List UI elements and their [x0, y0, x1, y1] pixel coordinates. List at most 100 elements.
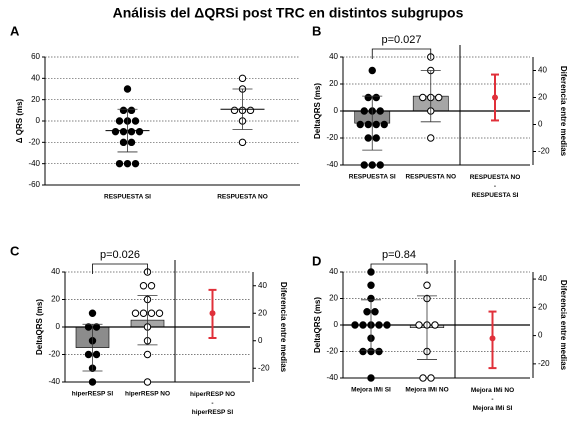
data-point	[371, 308, 379, 316]
x-tick-label: Mejora IMi NO - Mejora IMi SI	[471, 387, 514, 412]
data-point	[143, 378, 152, 386]
y-tick-label: 20	[329, 294, 338, 303]
data-point	[380, 120, 388, 129]
y2-tick-label: 40	[538, 66, 547, 75]
y2-tick-label: -20	[538, 359, 550, 368]
data-point	[230, 106, 239, 115]
y-tick-label: 0	[334, 320, 339, 329]
significance-bracket	[371, 48, 432, 59]
data-point	[359, 347, 367, 356]
data-point	[139, 309, 148, 317]
data-point	[359, 321, 367, 329]
data-point	[419, 374, 427, 382]
data-point	[115, 117, 124, 125]
data-point	[88, 378, 97, 386]
y-tick-label: -40	[48, 377, 60, 386]
data-point	[111, 127, 120, 136]
panel-label: A	[10, 23, 20, 38]
data-point	[131, 159, 140, 168]
x-tick-label: RESPUESTA SI	[104, 194, 151, 201]
x-tick-label: hiperRESP SI	[72, 391, 114, 398]
y-tick-label: -20	[28, 137, 40, 146]
data-point	[375, 347, 383, 356]
data-point	[367, 374, 375, 382]
data-point	[351, 321, 359, 329]
annotation: p=0.84	[382, 249, 416, 261]
y-tick-label: -40	[326, 160, 338, 169]
y-tick-label: 40	[51, 267, 60, 276]
significance-bracket	[92, 263, 148, 274]
label-line: RESPUESTA NO	[470, 174, 521, 181]
y-tick-label: -20	[326, 347, 338, 356]
panel-label: D	[312, 253, 321, 268]
figure-title: Análisis del ΔQRSi post TRC en distintos…	[113, 5, 464, 21]
label-line: RESPUESTA SI	[472, 192, 519, 199]
y-tick-label: 20	[329, 79, 338, 88]
data-point	[383, 321, 391, 329]
data-point	[115, 159, 124, 168]
x-tick-label: RESPUESTA NO	[405, 174, 456, 181]
y-axis-label: Δ QRS (ms)	[15, 98, 24, 143]
data-point	[372, 134, 380, 142]
y2-tick-label: -20	[258, 363, 270, 372]
label-line: hiperRESP NO	[190, 391, 235, 398]
data-point	[435, 93, 443, 102]
data-point	[431, 321, 439, 329]
data-point	[368, 161, 376, 169]
y-axis-label: DeltaQRS (ms)	[313, 83, 322, 139]
label-line: Mejora IMi SI	[473, 405, 513, 412]
data-point	[92, 323, 101, 331]
data-point	[84, 323, 93, 331]
annotation: p=0.026	[100, 249, 140, 261]
data-point	[372, 93, 380, 102]
panel-label: C	[10, 243, 20, 258]
y2-tick-label: 0	[538, 120, 543, 129]
label-line: -	[211, 400, 213, 407]
y-tick-label: 40	[31, 73, 40, 82]
y2-tick-label: 0	[258, 336, 263, 345]
data-point	[363, 308, 371, 316]
y-tick-label: -60	[28, 180, 40, 189]
y-tick-label: 0	[56, 322, 61, 331]
y-tick-label: -20	[326, 133, 338, 142]
y-tick-label: 0	[334, 106, 339, 115]
difference-point	[489, 335, 496, 342]
y2-tick-label: 40	[258, 281, 267, 290]
data-point	[84, 350, 93, 359]
y-tick-label: 60	[31, 52, 40, 61]
x-tick-label: Mejora IMi NO	[405, 387, 448, 394]
x-tick-label: RESPUESTA NO - RESPUESTA SI	[470, 174, 521, 199]
significance-bracket	[370, 263, 428, 274]
data-point	[143, 350, 152, 359]
data-point	[127, 127, 136, 136]
y2-tick-label: 20	[258, 308, 267, 317]
data-point	[364, 120, 372, 129]
data-point	[419, 93, 427, 102]
y-tick-label: 20	[31, 95, 40, 104]
data-point	[238, 138, 247, 147]
data-point	[368, 66, 376, 75]
data-point	[155, 309, 164, 317]
y-tick-label: 40	[329, 267, 338, 276]
data-point	[427, 374, 435, 382]
data-point	[356, 120, 364, 129]
y2-tick-label: 20	[538, 93, 547, 102]
data-point	[367, 281, 375, 289]
label-line: Mejora IMi NO	[471, 387, 514, 394]
y2-axis-label: Diferencia entre medias	[279, 282, 288, 373]
y2-tick-label: 0	[538, 331, 543, 340]
x-tick-label: hiperRESP NO - hiperRESP SI	[190, 391, 235, 416]
y-tick-label: -40	[28, 159, 40, 168]
data-point	[364, 134, 372, 142]
label-line: -	[491, 396, 493, 403]
data-point	[376, 161, 384, 169]
x-tick-label: Mejora IMi SI	[351, 387, 391, 394]
data-point	[376, 107, 384, 115]
data-point	[427, 134, 435, 142]
x-tick-label: RESPUESTA NO	[217, 194, 268, 201]
label-line: -	[494, 183, 496, 190]
y-axis-label: DeltaQRS (ms)	[35, 299, 44, 355]
data-point	[246, 106, 255, 115]
